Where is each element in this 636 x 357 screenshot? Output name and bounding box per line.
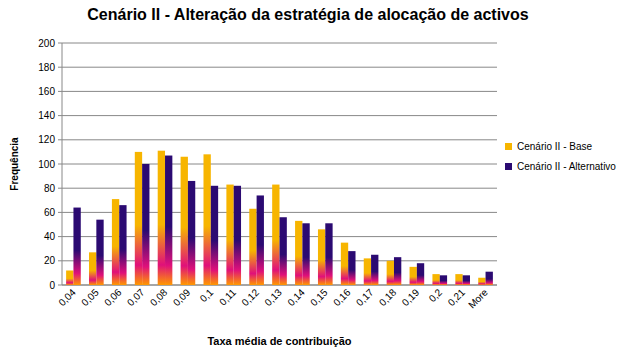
bar <box>302 223 309 285</box>
bar <box>417 263 424 285</box>
bar <box>410 267 417 285</box>
y-tick-label: 160 <box>38 86 55 97</box>
grid-line <box>62 115 497 116</box>
x-tick-label: 0,1 <box>198 286 216 304</box>
bar <box>478 278 485 285</box>
bar <box>142 164 149 285</box>
bars <box>66 151 493 285</box>
bar <box>73 208 80 285</box>
bar <box>158 151 165 285</box>
chart: Cenário II - Alteração da estratégia de … <box>0 0 636 357</box>
x-tick-label: 0,18 <box>377 286 399 308</box>
grid-line <box>62 139 497 140</box>
x-tick-label: 0,09 <box>171 286 193 308</box>
bar <box>135 152 142 285</box>
tick <box>58 236 62 237</box>
x-tick-label: 0,14 <box>285 286 307 308</box>
grid-line <box>62 43 497 44</box>
x-tick-label: 0,2 <box>427 286 445 304</box>
x-tick-label: More <box>466 286 490 310</box>
bar <box>165 156 172 285</box>
bar <box>486 272 493 285</box>
y-tick-label: 120 <box>38 134 55 145</box>
bar <box>249 209 256 285</box>
tick <box>58 91 62 92</box>
bar <box>188 181 195 285</box>
bar <box>318 229 325 285</box>
bar <box>348 251 355 285</box>
tick <box>58 115 62 116</box>
y-tick-label: 180 <box>38 62 55 73</box>
bar <box>387 261 394 285</box>
tick <box>58 43 62 44</box>
bar <box>257 195 264 285</box>
x-tick-label: 0,12 <box>239 286 261 308</box>
x-tick-label: 0,21 <box>446 286 468 308</box>
title: Cenário II - Alteração da estratégia de … <box>87 6 528 23</box>
x-tick-label: 0,16 <box>331 286 353 308</box>
tick <box>58 260 62 261</box>
tick <box>58 164 62 165</box>
y-axis-title: Frequência <box>9 137 20 191</box>
x-tick-label: 0,15 <box>308 286 330 308</box>
legend-swatch <box>505 143 512 150</box>
legend-label: Cenário II - Alternativo <box>517 161 616 172</box>
y-tick-label: 140 <box>38 110 55 121</box>
bar <box>432 274 439 285</box>
bar <box>364 258 371 285</box>
legend-label: Cenário II - Base <box>517 141 592 152</box>
x-tick-label: 0,07 <box>125 286 147 308</box>
tick <box>58 212 62 213</box>
legend-swatch <box>505 163 512 170</box>
bar <box>119 205 126 285</box>
tick <box>58 67 62 68</box>
bar <box>455 274 462 285</box>
x-tick-label: 0,11 <box>217 286 238 307</box>
x-tick-label: 0,17 <box>354 286 376 308</box>
y-tick-label: 40 <box>44 231 56 242</box>
bar <box>325 223 332 285</box>
tick <box>58 188 62 189</box>
bar <box>463 275 470 285</box>
x-tick-label: 0,05 <box>79 286 101 308</box>
tick <box>58 139 62 140</box>
bar <box>211 186 218 285</box>
y-tick-label: 60 <box>44 207 56 218</box>
x-tick-label: 0,13 <box>262 286 284 308</box>
bar <box>234 186 241 285</box>
grid-line <box>62 164 497 165</box>
x-tick-label: 0,08 <box>148 286 170 308</box>
bar <box>280 217 287 285</box>
bar <box>272 185 279 285</box>
bar <box>96 220 103 285</box>
bar <box>181 157 188 285</box>
bar <box>371 255 378 285</box>
bar <box>89 252 96 285</box>
y-tick-label: 100 <box>38 159 55 170</box>
x-tick-label: 0,06 <box>102 286 124 308</box>
bar <box>112 199 119 285</box>
y-tick-label: 80 <box>44 183 56 194</box>
x-tick-label: 0,19 <box>400 286 422 308</box>
grid-line <box>62 91 497 92</box>
bar <box>66 270 73 285</box>
bar <box>295 221 302 285</box>
bar <box>341 243 348 285</box>
y-tick-label: 0 <box>49 280 55 291</box>
bar <box>440 275 447 285</box>
x-tick-label: 0,04 <box>56 286 78 308</box>
bar <box>394 257 401 285</box>
y-tick-label: 200 <box>38 38 55 49</box>
bar <box>226 185 233 285</box>
grid-line <box>62 67 497 68</box>
bar <box>203 154 210 285</box>
y-axis <box>62 43 63 285</box>
y-tick-label: 20 <box>44 255 56 266</box>
x-axis-title: Taxa média de contribuição <box>207 335 351 347</box>
tick <box>58 285 62 286</box>
